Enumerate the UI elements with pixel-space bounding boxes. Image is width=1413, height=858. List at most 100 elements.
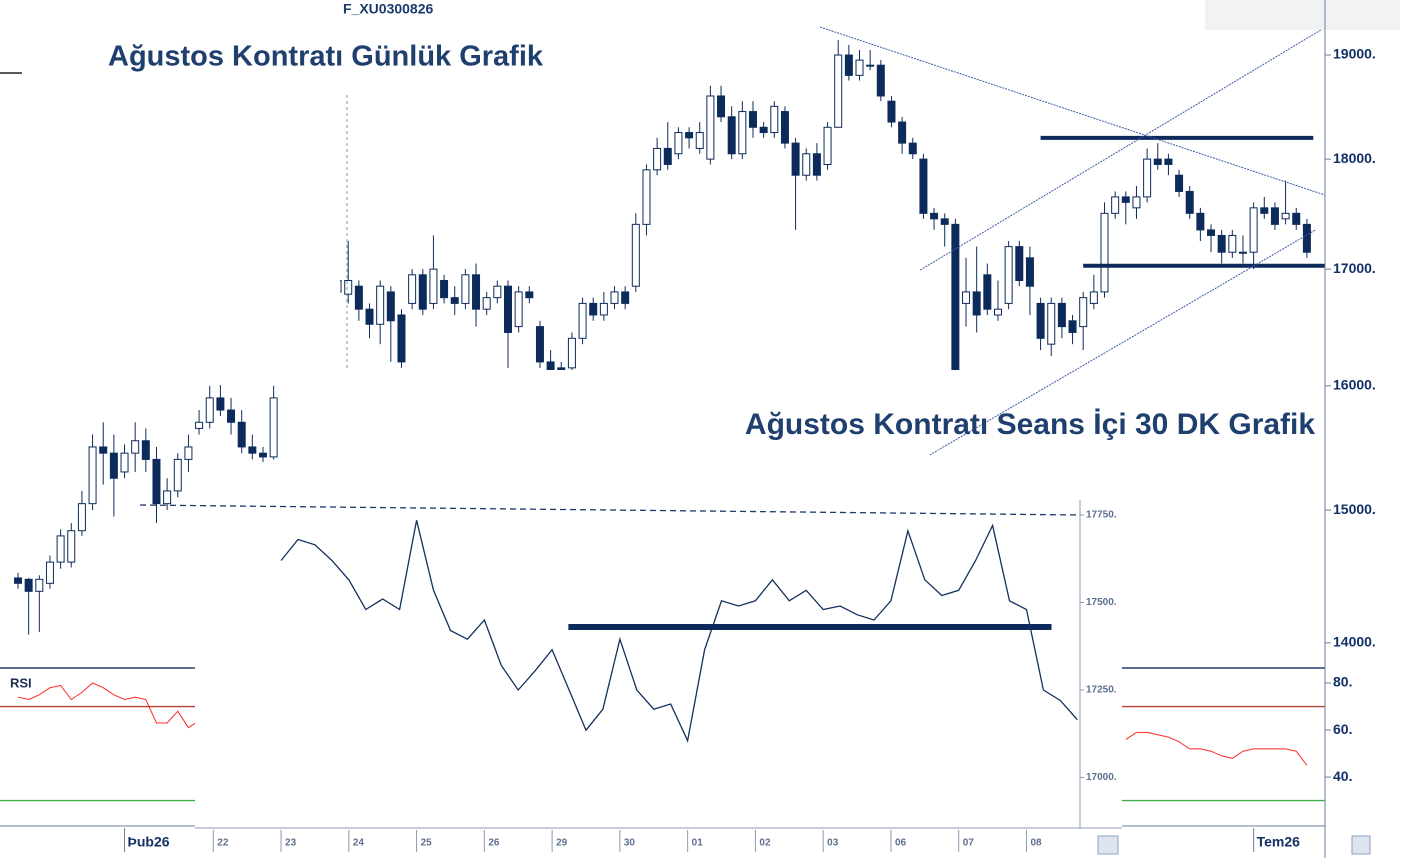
- candle-body: [173, 458, 182, 492]
- trend-line: [819, 26, 1326, 196]
- candle-body: [1068, 320, 1077, 333]
- candle-body: [1302, 223, 1311, 253]
- candle-body: [1281, 212, 1290, 220]
- x-tick-label: Þub26: [128, 834, 170, 850]
- rsi-label: RSI: [10, 675, 32, 690]
- candle-body: [248, 446, 257, 454]
- intraday-chart: 17750. 17500. 17250. 17000. 22 23 24 25 26 29 30 01…: [195, 500, 1122, 852]
- y-tick-label: 17500.: [1086, 597, 1117, 608]
- candle-body: [77, 503, 86, 532]
- x-tick-label: 08: [1030, 838, 1042, 849]
- candle-body: [14, 577, 23, 584]
- candle-body: [67, 530, 76, 563]
- y-tick-label: 17750.: [1086, 510, 1117, 521]
- candle-body: [365, 308, 374, 325]
- y-tick-label: 17000.: [1333, 260, 1376, 276]
- x-tick-label: 24: [353, 838, 365, 849]
- candle-body: [855, 59, 864, 76]
- candle-body: [429, 268, 438, 304]
- candle-body: [1057, 302, 1066, 328]
- candle-body: [1132, 196, 1141, 209]
- candle-body: [397, 314, 406, 363]
- candle-body: [354, 285, 363, 310]
- candle-body: [450, 297, 459, 304]
- candle-body: [748, 111, 757, 128]
- candle-body: [695, 132, 704, 149]
- candle-body: [1292, 212, 1301, 225]
- candle-body: [1196, 212, 1205, 231]
- candle-body: [1238, 251, 1247, 254]
- trend-line: [929, 229, 1316, 456]
- candle-body: [1079, 297, 1088, 328]
- candle-body: [514, 291, 523, 328]
- candle-body: [674, 132, 683, 155]
- rsi-line: [17, 682, 1308, 766]
- candle-body: [24, 578, 33, 592]
- candle-body: [876, 64, 885, 97]
- x-tick-label: 30: [624, 838, 636, 849]
- candle-body: [823, 126, 832, 165]
- candle-body: [780, 111, 789, 144]
- candle-body: [567, 337, 576, 369]
- candle-body: [99, 446, 108, 454]
- candle-body: [887, 100, 896, 123]
- candle-body: [1153, 158, 1162, 165]
- candle-body: [184, 446, 193, 460]
- candle-body: [35, 578, 44, 592]
- x-tick-label: 06: [895, 838, 907, 849]
- candle-body: [962, 291, 971, 304]
- x-tick-label: 26: [488, 838, 500, 849]
- candle-body: [1015, 246, 1024, 281]
- candle-body: [589, 302, 598, 316]
- candle-body: [717, 95, 726, 118]
- axes: 19000. 18000. 17000. 16000. 15000. 14000. Þub2…: [0, 0, 1376, 858]
- candle-body: [1207, 229, 1216, 236]
- candle-body: [88, 446, 97, 505]
- candle-body: [834, 54, 843, 128]
- candle-body: [738, 111, 747, 155]
- candle-body: [408, 274, 417, 304]
- candle-body: [482, 297, 491, 310]
- y-tick-label: 15000.: [1333, 501, 1376, 517]
- x-tick-label: Tem26: [1257, 834, 1301, 850]
- candle-body: [1004, 246, 1013, 304]
- candle-body: [269, 397, 278, 458]
- toolbar-button[interactable]: [1351, 835, 1371, 855]
- candle-body: [163, 490, 172, 505]
- candle-body: [1047, 302, 1056, 345]
- white-mask: [0, 0, 340, 385]
- candle-body: [1036, 302, 1045, 339]
- candle-body: [844, 54, 853, 76]
- candle-body: [1143, 158, 1152, 198]
- candle-body: [727, 116, 736, 155]
- candle-body: [386, 291, 395, 322]
- candle-body: [205, 397, 214, 423]
- candle-body: [152, 458, 161, 505]
- candle-body: [1025, 257, 1034, 287]
- candle-body: [930, 212, 939, 220]
- y-tick-label: 40.: [1333, 768, 1352, 784]
- candle-body: [195, 421, 204, 429]
- candle-body: [227, 409, 236, 423]
- candle-body: [216, 397, 225, 411]
- candle-body: [951, 223, 960, 375]
- x-tick-label: 02: [759, 838, 771, 849]
- candle-body: [759, 126, 768, 134]
- y-tick-label: 18000.: [1333, 150, 1376, 166]
- y-tick-label: 17250.: [1086, 685, 1117, 696]
- candle-body: [1270, 207, 1279, 225]
- candle-body: [770, 105, 779, 134]
- candle-body: [898, 121, 907, 144]
- chart-title: Ağustos Kontratı Günlük Grafik: [108, 41, 544, 73]
- trend-lines: [819, 26, 1326, 456]
- candle-body: [258, 452, 267, 458]
- toolbar-button[interactable]: [1097, 835, 1119, 855]
- symbol: F_XU0300826: [343, 1, 434, 17]
- candle-body: [109, 452, 118, 479]
- candle-body: [1185, 190, 1194, 214]
- candle-body: [535, 326, 544, 363]
- candle-body: [1089, 291, 1098, 304]
- y-tick-label: 17000.: [1086, 772, 1117, 783]
- x-tick-label: 22: [217, 838, 229, 849]
